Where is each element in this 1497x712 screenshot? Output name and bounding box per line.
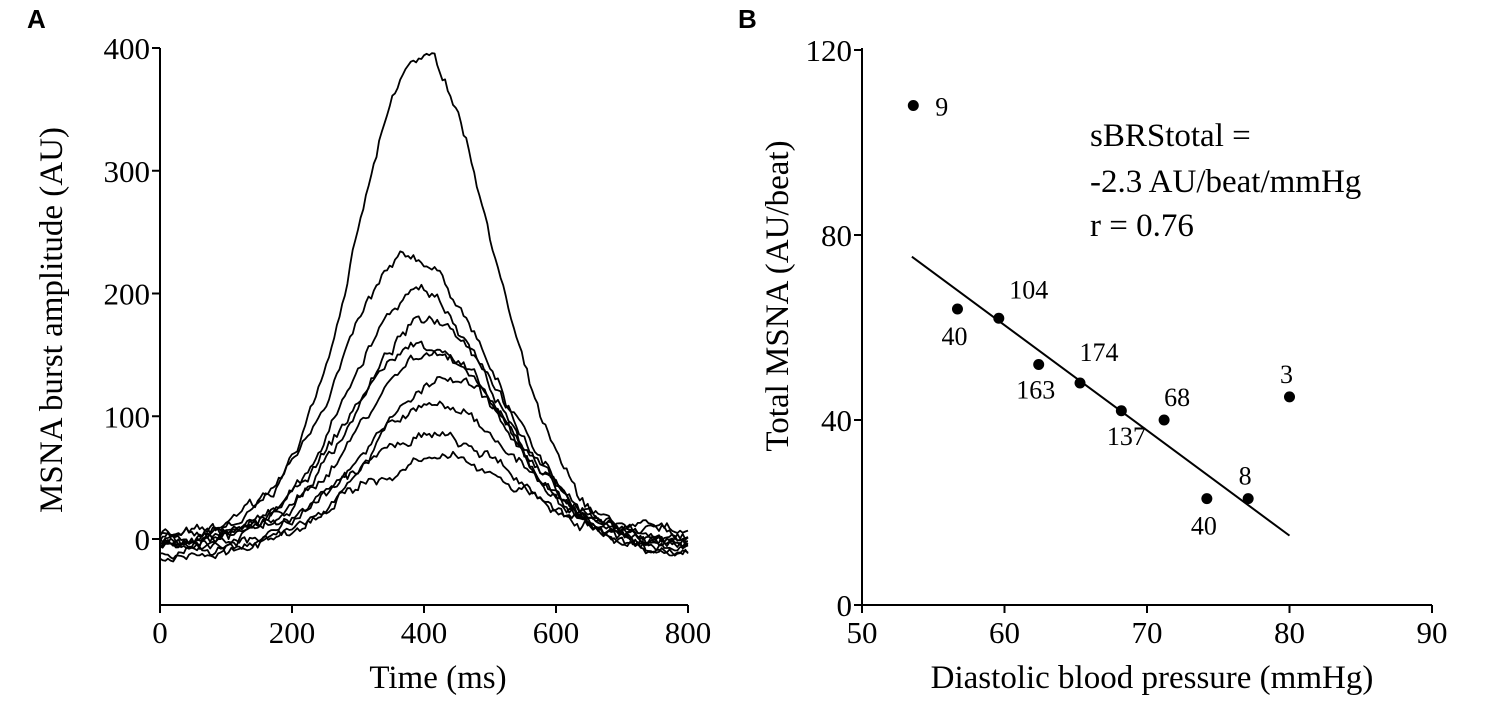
x-tick-label-b: 80: [1274, 615, 1305, 650]
x-tick-label-a: 0: [152, 615, 168, 650]
point-label: 104: [1009, 275, 1048, 304]
scatter-point: [1284, 391, 1295, 403]
x-tick-label-b: 50: [847, 615, 878, 650]
point-label: 163: [1016, 376, 1055, 405]
x-tick-label-a: 600: [533, 615, 580, 650]
y-axis-title-a: MSNA burst amplitude (AU): [34, 127, 70, 513]
annotation-line-2: -2.3 AU/beat/mmHg: [1090, 164, 1361, 200]
y-tick-label-a: 0: [135, 522, 151, 557]
scatter-point: [1033, 359, 1045, 370]
annotation-line-3: r = 0.76: [1090, 208, 1194, 244]
burst-trace-3: [159, 283, 689, 549]
x-tick-label-a: 800: [665, 615, 712, 650]
scatter-point: [1115, 405, 1127, 417]
burst-trace-7: [159, 376, 689, 556]
x-tick-label-a: 200: [269, 615, 316, 650]
ticks-b: 0 40 80 120 50 60 70 80 90: [806, 33, 1448, 650]
burst-trace-2: [159, 250, 689, 548]
scatter-point: [907, 100, 919, 111]
point-label: 40: [941, 322, 967, 351]
point-label: 137: [1107, 422, 1146, 451]
scatter-points: 9 40 104 163 174 137 68 40 8 3: [907, 93, 1295, 541]
point-label: 9: [935, 93, 948, 122]
point-label: 3: [1280, 360, 1293, 389]
scatter-point: [993, 312, 1005, 324]
y-tick-label-b: 120: [806, 33, 853, 68]
burst-trace-6: [159, 348, 689, 539]
point-label: 68: [1164, 383, 1190, 412]
burst-trace-10: [159, 450, 689, 563]
annotation-line-1: sBRStotal =: [1090, 118, 1251, 154]
burst-trace-4: [159, 315, 689, 547]
scatter-point: [1242, 493, 1254, 505]
panel-b-chart: 0 40 80 120 50 60 70 80 90 9 40 104 163 174 137 68 40 8 3…: [760, 33, 1448, 696]
y-axis-title-b: Total MSNA (AU/beat): [760, 140, 796, 451]
ticks-a: 0 100 200 300 400 0 200 400 600 800: [104, 31, 712, 650]
x-tick-label-a: 400: [401, 615, 448, 650]
regression-line: [911, 255, 1291, 537]
burst-trace-8: [159, 400, 689, 561]
y-tick-label-b: 40: [821, 403, 852, 438]
panel-label-b: B: [738, 4, 757, 34]
scatter-point: [951, 303, 963, 315]
y-tick-label-a: 400: [104, 31, 151, 66]
y-tick-label-a: 200: [104, 277, 151, 312]
point-label: 8: [1239, 462, 1252, 491]
panel-label-a: A: [27, 4, 46, 34]
y-tick-label-a: 300: [104, 154, 151, 189]
burst-trace-5: [159, 340, 689, 552]
y-tick-label-b: 80: [821, 218, 852, 253]
point-label: 40: [1191, 512, 1217, 541]
scatter-point: [1201, 493, 1213, 505]
x-axis-title-b: Diastolic blood pressure (mmHg): [931, 660, 1374, 696]
x-tick-label-b: 90: [1417, 615, 1448, 650]
burst-trace-9: [159, 431, 689, 549]
x-tick-label-b: 60: [989, 615, 1020, 650]
scatter-point: [1158, 414, 1170, 426]
y-tick-label-a: 100: [104, 399, 151, 434]
burst-traces: [159, 52, 689, 563]
y-tick-label-b: 0: [837, 588, 853, 623]
x-axis-title-a: Time (ms): [369, 660, 506, 696]
panel-a-chart: 0 100 200 300 400 0 200 400 600 800 Time (ms) MSN…: [34, 31, 711, 696]
scatter-point: [1074, 377, 1086, 389]
point-label: 174: [1080, 338, 1119, 367]
x-tick-label-b: 70: [1132, 615, 1163, 650]
burst-trace-1: [159, 52, 689, 544]
